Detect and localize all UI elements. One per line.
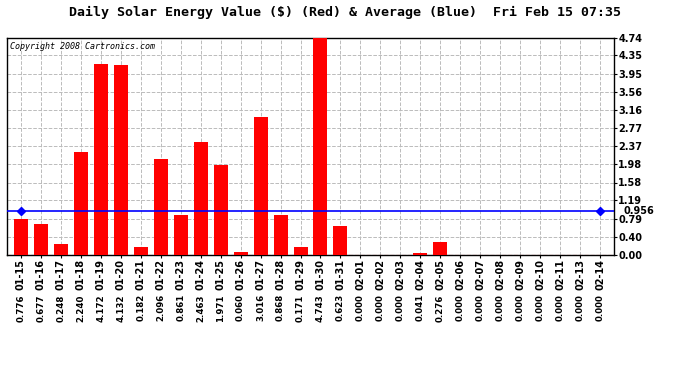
Text: 0.060: 0.060: [236, 294, 245, 321]
Text: 4.743: 4.743: [316, 294, 325, 322]
Text: Copyright 2008 Cartronics.com: Copyright 2008 Cartronics.com: [10, 42, 155, 51]
Bar: [254, 117, 268, 255]
Text: 0.000: 0.000: [476, 294, 485, 321]
Bar: [74, 152, 88, 255]
Text: 4.132: 4.132: [116, 294, 126, 322]
Text: 0.000: 0.000: [495, 294, 505, 321]
Bar: [433, 242, 447, 255]
Text: 4.172: 4.172: [97, 294, 106, 322]
Bar: [134, 247, 148, 255]
Text: 0.776: 0.776: [17, 294, 26, 322]
Bar: [313, 38, 328, 255]
Text: 0.861: 0.861: [176, 294, 185, 321]
Text: 2.463: 2.463: [196, 294, 205, 322]
Text: 0.000: 0.000: [456, 294, 465, 321]
Bar: [114, 65, 128, 255]
Text: 0.000: 0.000: [376, 294, 385, 321]
Bar: [54, 244, 68, 255]
Text: 0.868: 0.868: [276, 294, 285, 321]
Text: 2.240: 2.240: [77, 294, 86, 321]
Text: 3.016: 3.016: [256, 294, 265, 321]
Bar: [94, 64, 108, 255]
Bar: [293, 247, 308, 255]
Text: 2.096: 2.096: [156, 294, 165, 321]
Text: 0.276: 0.276: [436, 294, 445, 321]
Bar: [14, 219, 28, 255]
Text: 0.041: 0.041: [416, 294, 425, 321]
Bar: [154, 159, 168, 255]
Bar: [174, 216, 188, 255]
Bar: [413, 253, 427, 255]
Bar: [194, 142, 208, 255]
Text: 0.171: 0.171: [296, 294, 305, 321]
Text: 1.971: 1.971: [216, 294, 225, 322]
Text: 0.956: 0.956: [623, 206, 654, 216]
Text: 0.000: 0.000: [356, 294, 365, 321]
Bar: [333, 226, 348, 255]
Text: 0.000: 0.000: [396, 294, 405, 321]
Bar: [34, 224, 48, 255]
Text: Daily Solar Energy Value ($) (Red) & Average (Blue)  Fri Feb 15 07:35: Daily Solar Energy Value ($) (Red) & Ave…: [69, 6, 621, 19]
Text: 0.000: 0.000: [555, 294, 564, 321]
Bar: [273, 215, 288, 255]
Text: 0.000: 0.000: [595, 294, 604, 321]
Text: 0.000: 0.000: [515, 294, 524, 321]
Bar: [234, 252, 248, 255]
Text: 0.000: 0.000: [575, 294, 584, 321]
Text: 0.182: 0.182: [136, 294, 145, 321]
Text: 0.248: 0.248: [57, 294, 66, 321]
Text: 0.000: 0.000: [535, 294, 544, 321]
Text: 0.623: 0.623: [336, 294, 345, 321]
Bar: [214, 165, 228, 255]
Text: 0.677: 0.677: [37, 294, 46, 322]
